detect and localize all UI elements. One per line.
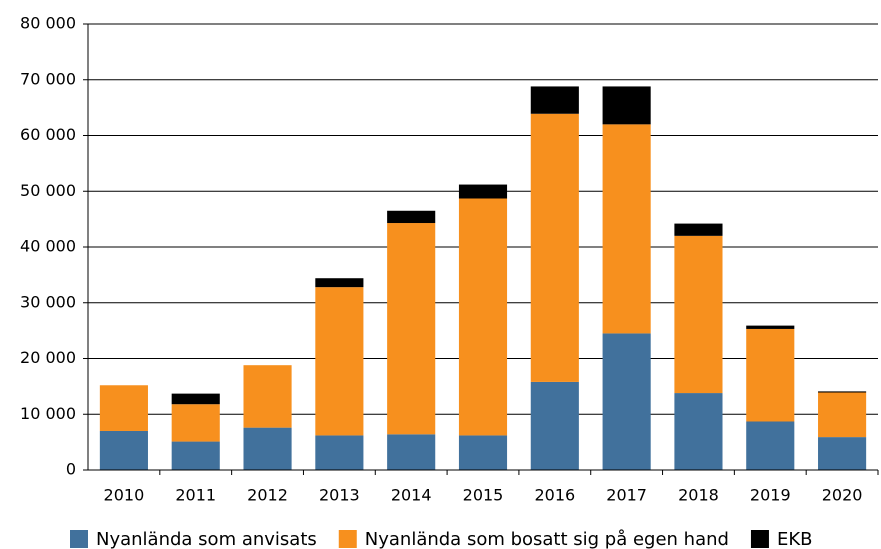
y-tick-label: 60 000 (20, 125, 76, 144)
y-tick-label: 50 000 (20, 181, 76, 200)
x-tick-label: 2014 (391, 486, 432, 505)
bar-segment (99, 430, 148, 470)
y-tick-label: 10 000 (20, 404, 76, 423)
bar-segment (243, 427, 292, 470)
bar-segment (458, 435, 508, 470)
bar-segment (674, 235, 723, 394)
y-tick-label: 30 000 (20, 292, 76, 311)
bar-segment (243, 365, 292, 428)
bar-segment (818, 392, 867, 438)
x-tick-label: 2018 (678, 486, 719, 505)
y-tick-label: 40 000 (20, 237, 76, 256)
legend-swatch (750, 530, 769, 548)
bar-segment (602, 86, 651, 125)
legend-label: EKB (777, 529, 813, 549)
bar-segment (674, 393, 723, 470)
bar-segment (315, 435, 364, 470)
x-tick-label: 2016 (534, 486, 575, 505)
bar-segment (602, 124, 651, 334)
bar-segment (458, 184, 508, 199)
x-tick-label: 2019 (750, 486, 791, 505)
x-tick-label: 2012 (247, 486, 288, 505)
legend-swatch (70, 530, 88, 548)
bar-segment (746, 325, 795, 329)
bar-segment (530, 113, 579, 382)
bar-segment (171, 393, 220, 405)
bar-segment (746, 421, 795, 470)
x-tick-label: 2017 (606, 486, 647, 505)
x-tick-label: 2010 (104, 486, 145, 505)
x-tick-label: 2015 (463, 486, 504, 505)
y-tick-label: 0 (66, 460, 76, 479)
x-tick-label: 2011 (175, 486, 216, 505)
y-tick-label: 80 000 (20, 14, 76, 33)
y-tick-label: 70 000 (20, 69, 76, 88)
bar-segment (530, 381, 579, 470)
bar-segment (315, 278, 364, 288)
x-tick-label: 2013 (319, 486, 360, 505)
bar-segment (315, 287, 364, 436)
legend-label: Nyanlända som anvisats (96, 529, 317, 549)
legend-swatch (338, 530, 357, 548)
bar-segment (387, 210, 436, 224)
bar-segment (530, 86, 579, 114)
bar-segment (818, 437, 867, 470)
y-tick-label: 20 000 (20, 348, 76, 367)
bar-segment (171, 441, 220, 470)
bar-segment (746, 328, 795, 422)
bar-segment (602, 333, 651, 470)
x-tick-label: 2020 (822, 486, 863, 505)
bar-segment (674, 223, 723, 236)
legend-label: Nyanlända som bosatt sig på egen hand (365, 529, 729, 549)
bar-segment (458, 198, 508, 436)
bar-segment (818, 391, 867, 393)
bar-segment (171, 404, 220, 442)
bar-segment (99, 385, 148, 431)
bar-segment (387, 434, 436, 470)
bar-segment (387, 223, 436, 435)
